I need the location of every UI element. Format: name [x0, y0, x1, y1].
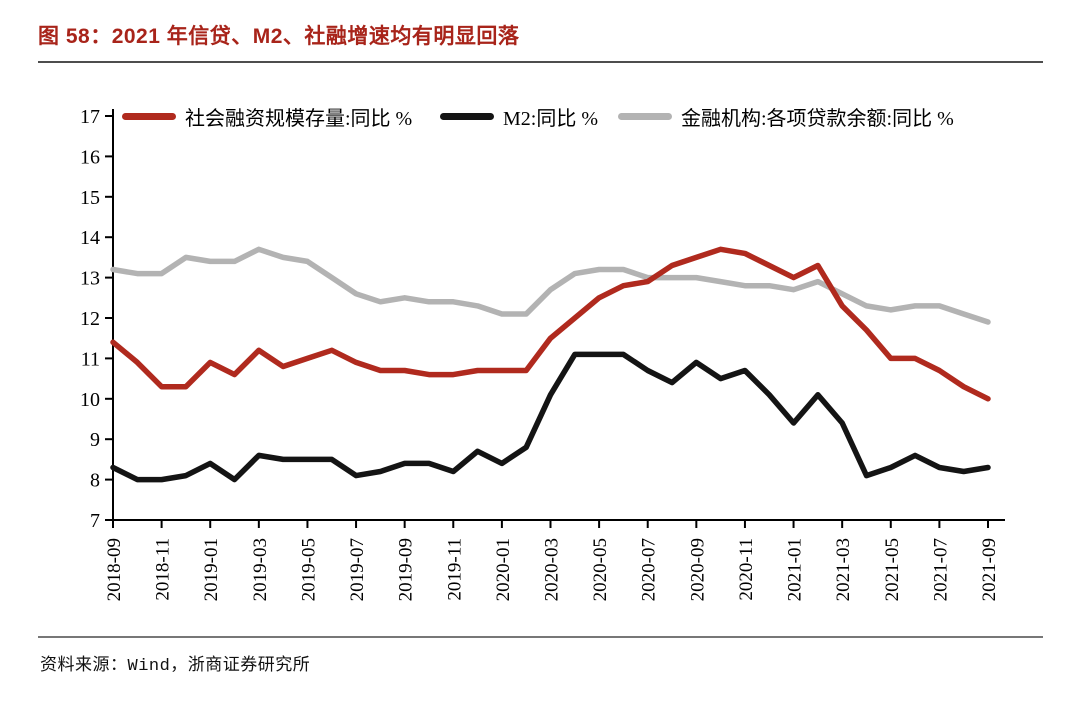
loans-line-swatch-icon: [618, 112, 672, 120]
x-tick-label: 2021-05: [882, 538, 903, 601]
x-tick-label: 2020-11: [736, 538, 757, 601]
x-tick-label: 2021-07: [930, 538, 951, 601]
x-tick-label: 2019-11: [444, 538, 465, 601]
legend-label-tsf: 社会融资规模存量:同比 %: [185, 107, 413, 130]
y-tick-label: 14: [80, 227, 100, 249]
title-rule: [38, 61, 1043, 63]
legend-label-loans: 金融机构:各项贷款余额:同比 %: [681, 107, 954, 130]
y-tick-label: 12: [80, 308, 100, 330]
figure-title: 图 58：2021 年信贷、M2、社融增速均有明显回落: [38, 25, 520, 48]
x-tick-label: 2019-07: [347, 538, 368, 601]
x-tick-label: 2020-01: [493, 538, 514, 601]
x-tick-label: 2020-03: [542, 538, 563, 601]
x-tick-label: 2019-03: [250, 538, 271, 601]
y-tick-label: 9: [90, 429, 100, 451]
tsf-line-swatch-icon: [122, 112, 176, 120]
y-tick-label: 11: [81, 348, 100, 370]
x-tick-label: 2021-01: [785, 538, 806, 601]
x-tick-label: 2018-11: [153, 538, 174, 601]
y-tick-label: 15: [80, 187, 100, 209]
source-note: 资料来源：Wind，浙商证券研究所: [40, 657, 311, 676]
y-tick-label: 8: [90, 470, 100, 492]
y-tick-label: 7: [90, 510, 100, 532]
y-tick-label: 16: [80, 146, 100, 168]
x-tick-label: 2020-09: [687, 538, 708, 601]
x-tick-label: 2019-09: [396, 538, 417, 601]
legend-item-m2: M2:同比 %: [440, 103, 598, 130]
chart-legend: 社会融资规模存量:同比 % M2:同比 % 金融机构:各项贷款余额:同比 %: [0, 103, 1080, 130]
x-tick-label: 2020-05: [590, 538, 611, 601]
x-tick-label: 2021-09: [979, 538, 1000, 601]
legend-item-loans: 金融机构:各项贷款余额:同比 %: [618, 103, 954, 130]
x-tick-label: 2019-01: [201, 538, 222, 601]
y-tick-label: 10: [80, 389, 100, 411]
m2-series-line: [110, 351, 991, 483]
y-tick-label: 13: [80, 268, 100, 290]
x-tick-label: 2020-07: [639, 538, 660, 601]
legend-label-m2: M2:同比 %: [503, 107, 598, 130]
y-tick-label: 17: [80, 106, 100, 128]
legend-item-tsf: 社会融资规模存量:同比 %: [122, 103, 413, 130]
x-tick-label: 2021-03: [833, 538, 854, 601]
m2-line-swatch-icon: [440, 112, 494, 120]
loans-series-line: [110, 246, 991, 325]
tsf-series-line: [110, 246, 991, 402]
x-tick-label: 2018-09: [104, 538, 125, 601]
x-tick-label: 2019-05: [298, 538, 319, 601]
source-rule: [38, 636, 1043, 638]
